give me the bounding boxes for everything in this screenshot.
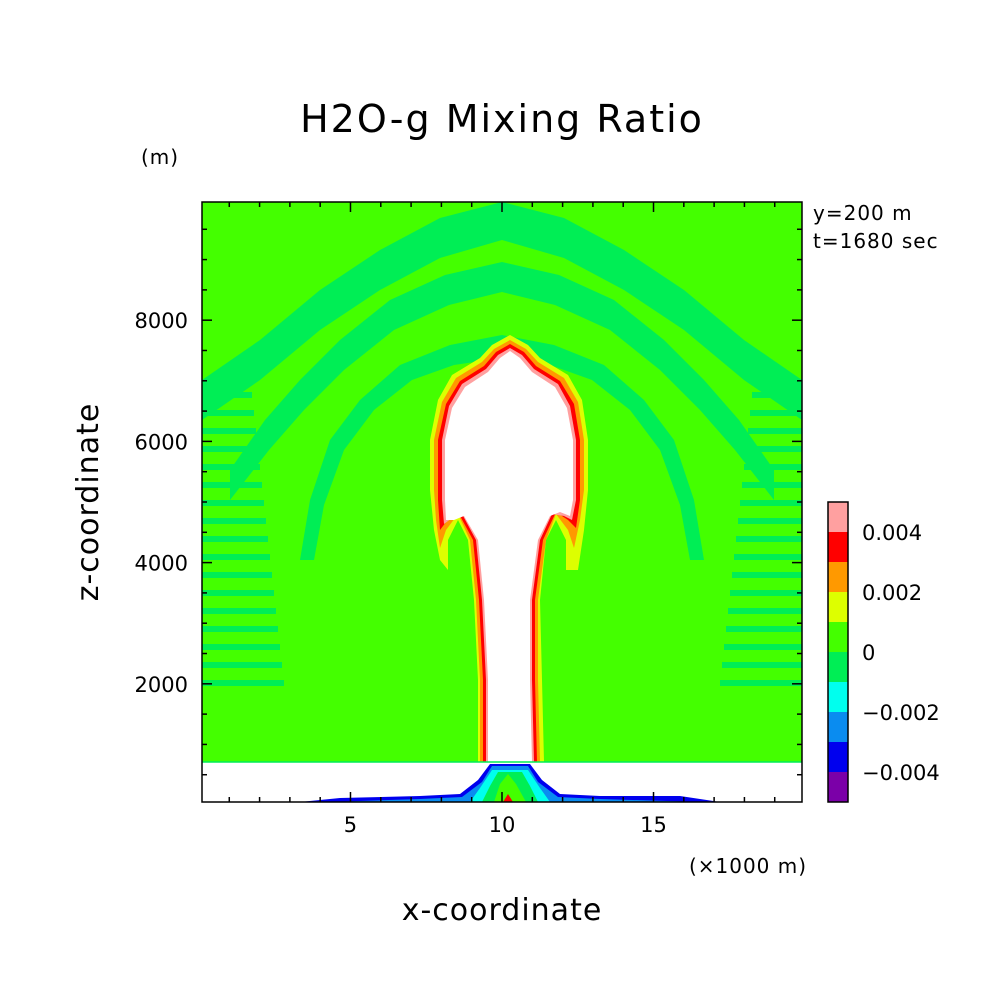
colorbar-segment (828, 742, 848, 772)
colorbar-label: −0.002 (862, 701, 940, 725)
y-axis-unit: (m) (141, 145, 179, 169)
wave-band-middle (230, 262, 774, 500)
colorbar-label: −0.004 (862, 761, 940, 785)
colorbar: 0.004 0.002 0 −0.002 −0.004 (827, 501, 940, 803)
y-tick-label: 2000 (135, 673, 188, 697)
surface-red-spot (503, 794, 513, 802)
y-tick-label: 6000 (135, 430, 188, 454)
side-striations-right (720, 392, 802, 686)
colorbar-frame (827, 501, 849, 803)
x-tick-label: 15 (640, 813, 667, 837)
annotation-y-position: y=200 m (813, 201, 913, 225)
y-tick-label: 4000 (135, 552, 188, 576)
chart-title: H2O-g Mixing Ratio (300, 97, 704, 141)
x-axis-title: x-coordinate (402, 893, 603, 928)
colorbar-label: 0.002 (862, 581, 922, 605)
y-tick-label: 8000 (135, 309, 188, 333)
plot-area (201, 201, 803, 803)
y-axis-title: z-coordinate (71, 403, 106, 602)
colorbar-segment (828, 652, 848, 682)
wave-band-outer (202, 202, 802, 420)
colorbar-segment (828, 562, 848, 592)
x-tick-label: 10 (489, 813, 516, 837)
x-axis-ticks: 5 10 15 (228, 202, 776, 837)
colorbar-segment (828, 772, 848, 802)
colorbar-label: 0.004 (862, 521, 922, 545)
side-striations-left (202, 392, 284, 686)
annotation-time: t=1680 sec (813, 229, 939, 253)
colorbar-segment (828, 622, 848, 652)
colorbar-segment (828, 592, 848, 622)
x-axis-unit: (×1000 m) (689, 854, 807, 878)
plume-core (445, 351, 573, 762)
colorbar-label: 0 (862, 641, 875, 665)
x-tick-label: 5 (344, 813, 357, 837)
colorbar-segment (828, 682, 848, 712)
y-axis-ticks: 2000 4000 6000 8000 (135, 228, 802, 776)
colorbar-segment (828, 532, 848, 562)
colorbar-segment (828, 502, 848, 532)
colorbar-segment (828, 712, 848, 742)
gravity-wave-bands (202, 202, 802, 686)
